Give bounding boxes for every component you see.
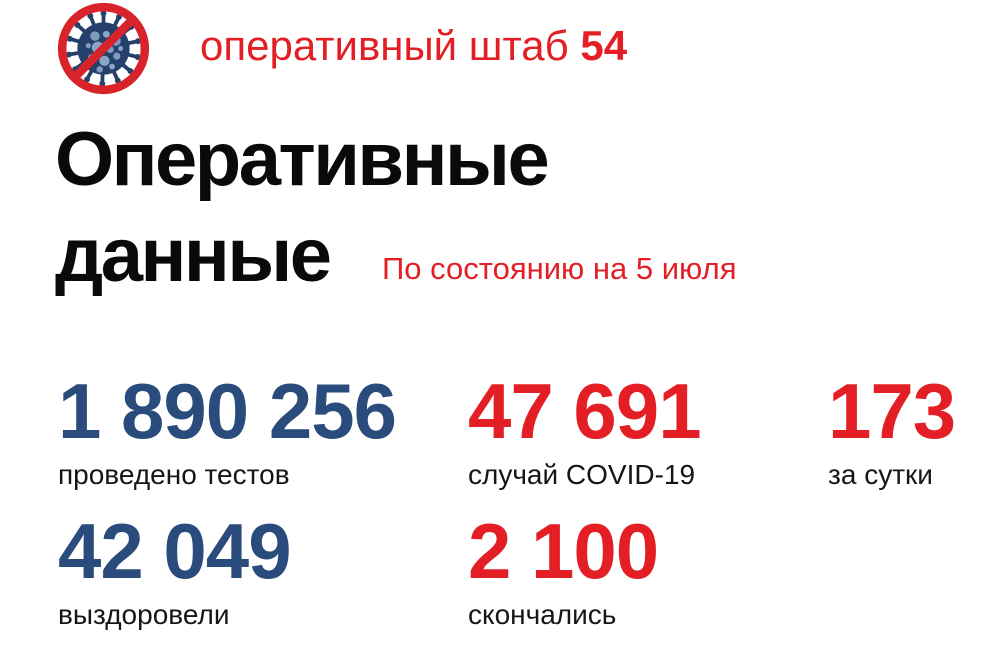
stat-tests-label: проведено тестов (58, 459, 290, 490)
stat-daily-label: за сутки (828, 459, 933, 490)
prohibition-sign (57, 2, 150, 95)
stat-cases: 47 691 случай COVID-19 (468, 367, 702, 490)
brand-text: оперативный штаб (200, 22, 569, 69)
stat-recovered: 42 049 выздоровели (58, 507, 292, 630)
stat-cases-value: 47 691 (468, 367, 702, 455)
stat-cases-label: случай COVID-19 (468, 459, 696, 490)
stat-daily: 173 за сутки (828, 367, 956, 490)
stat-tests-value: 1 890 256 (58, 367, 397, 455)
stat-deaths-label: скончались (468, 599, 617, 630)
stat-deaths-value: 2 100 (468, 507, 659, 595)
stat-tests: 1 890 256 проведено тестов (58, 367, 397, 490)
brand-line: оперативный штаб 54 (200, 22, 628, 69)
stat-deaths: 2 100 скончались (468, 507, 659, 630)
page-title-line1: Оперативные (55, 117, 550, 202)
page-title: Оперативные данные (55, 112, 550, 304)
stat-recovered-label: выздоровели (58, 599, 230, 630)
stat-daily-value: 173 (828, 367, 956, 455)
stat-recovered-value: 42 049 (58, 507, 292, 595)
no-virus-icon (56, 1, 151, 96)
page-title-line2: данные (55, 213, 332, 298)
as-of-date: По состоянию на 5 июля (382, 251, 737, 286)
brand-number: 54 (580, 22, 628, 69)
